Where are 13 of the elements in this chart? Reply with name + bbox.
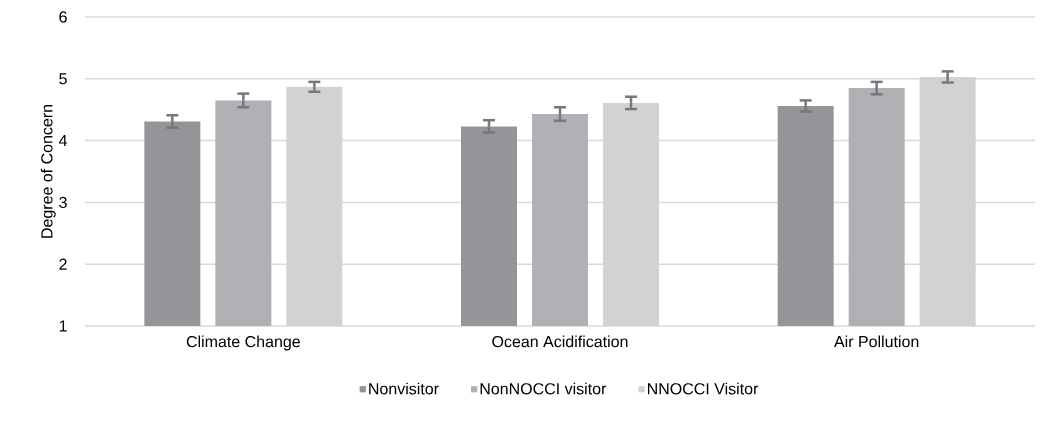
y-tick-label: 1 [59,320,67,332]
y-tick-label: 4 [58,135,68,147]
x-tick-label: Ocean Acidification [492,335,628,348]
y-tick-label: 5 [59,73,67,85]
y-axis-title: Degree of Concern [40,104,56,238]
y-tick-label: 3 [59,196,67,209]
x-tick-label: Climate Change [186,335,300,351]
x-tick-label: Air Pollution [834,335,919,348]
y-tick-label: 2 [59,258,67,270]
legend-label: NNOCCI Visitor [647,382,759,395]
legend-label: Nonvisitor [369,382,439,395]
y-tick-label: 6 [59,11,67,23]
legend-label: NonNOCCI visitor [480,382,607,395]
